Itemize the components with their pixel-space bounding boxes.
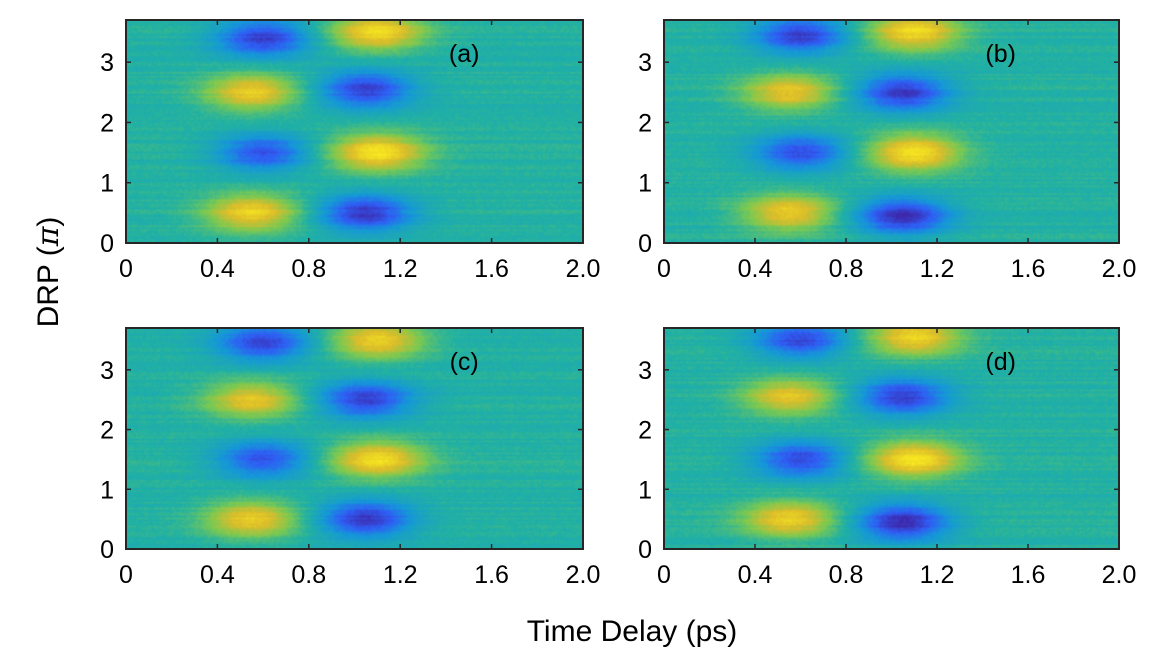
x-tick-label: 1.2: [920, 561, 955, 589]
heatmap-image: [126, 328, 583, 549]
y-tick-label: 2: [638, 109, 652, 137]
plot-frame: [663, 19, 1120, 244]
x-tick-label: 1.6: [474, 561, 509, 589]
heatmap-image: [664, 328, 1119, 549]
x-axis-title: Time Delay (ps): [527, 615, 738, 648]
x-tick-label: 0: [119, 255, 133, 283]
y-tick-label: 0: [638, 230, 652, 258]
x-tick-label: 0.8: [291, 561, 326, 589]
y-tick-label: 3: [100, 357, 114, 385]
y-tick-label: 2: [638, 417, 652, 445]
y-axis-title-symbol: π: [31, 225, 66, 247]
y-tick-label: 0: [638, 536, 652, 564]
x-tick-label: 2.0: [566, 255, 601, 283]
x-tick-label: 0.8: [829, 561, 864, 589]
x-tick-label: 0.4: [200, 561, 235, 589]
x-tick-label: 0.4: [738, 561, 773, 589]
y-tick-label: 3: [638, 357, 652, 385]
x-tick-label: 0: [119, 561, 133, 589]
panel-label: (a): [449, 40, 480, 68]
plot-frame: [125, 19, 584, 244]
x-tick-label: 1.6: [1011, 255, 1046, 283]
plot-frame: [663, 327, 1120, 550]
heatmap-image: [664, 20, 1119, 243]
heatmap-panel: 0 0.4 0.8 1.2 1.6 2.0 0 1 2 3 (c): [100, 327, 601, 589]
heatmap-image: [126, 20, 583, 243]
x-tick-label: 2.0: [1102, 561, 1137, 589]
x-tick-label: 2.0: [1102, 255, 1137, 283]
x-tick-label: 0.4: [200, 255, 235, 283]
x-tick-label: 0.4: [738, 255, 773, 283]
heatmap-panel: 0 0.4 0.8 1.2 1.6 2.0 0 1 2 3 (a): [100, 19, 601, 283]
y-tick-label: 0: [100, 536, 114, 564]
x-tick-label: 0: [657, 561, 671, 589]
x-tick-label: 1.2: [383, 561, 418, 589]
y-axis-title: DRP (π): [31, 217, 66, 328]
plot-frame: [125, 327, 584, 550]
y-axis-title-text: DRP (: [32, 246, 65, 327]
x-tick-label: 0: [657, 255, 671, 283]
panel-label: (b): [985, 40, 1016, 68]
y-tick-label: 1: [638, 476, 652, 504]
y-tick-label: 1: [100, 476, 114, 504]
x-tick-label: 1.2: [920, 255, 955, 283]
x-tick-label: 1.6: [1011, 561, 1046, 589]
y-tick-label: 3: [638, 49, 652, 77]
x-tick-label: 0.8: [829, 255, 864, 283]
y-tick-label: 2: [100, 109, 114, 137]
y-tick-label: 0: [100, 230, 114, 258]
x-tick-label: 1.2: [383, 255, 418, 283]
y-tick-label: 2: [100, 417, 114, 445]
x-tick-label: 2.0: [566, 561, 601, 589]
y-tick-label: 3: [100, 49, 114, 77]
panel-label: (d): [985, 348, 1016, 376]
heatmap-panel: 0 0.4 0.8 1.2 1.6 2.0 0 1 2 3 (b): [638, 19, 1137, 283]
x-tick-label: 0.8: [291, 255, 326, 283]
panel-label: (c): [450, 348, 479, 376]
y-axis-title-close: ): [32, 217, 65, 227]
heatmap-panel: 0 0.4 0.8 1.2 1.6 2.0 0 1 2 3 (d): [638, 327, 1137, 589]
x-tick-label: 1.6: [474, 255, 509, 283]
y-tick-label: 1: [100, 170, 114, 198]
y-tick-label: 1: [638, 170, 652, 198]
